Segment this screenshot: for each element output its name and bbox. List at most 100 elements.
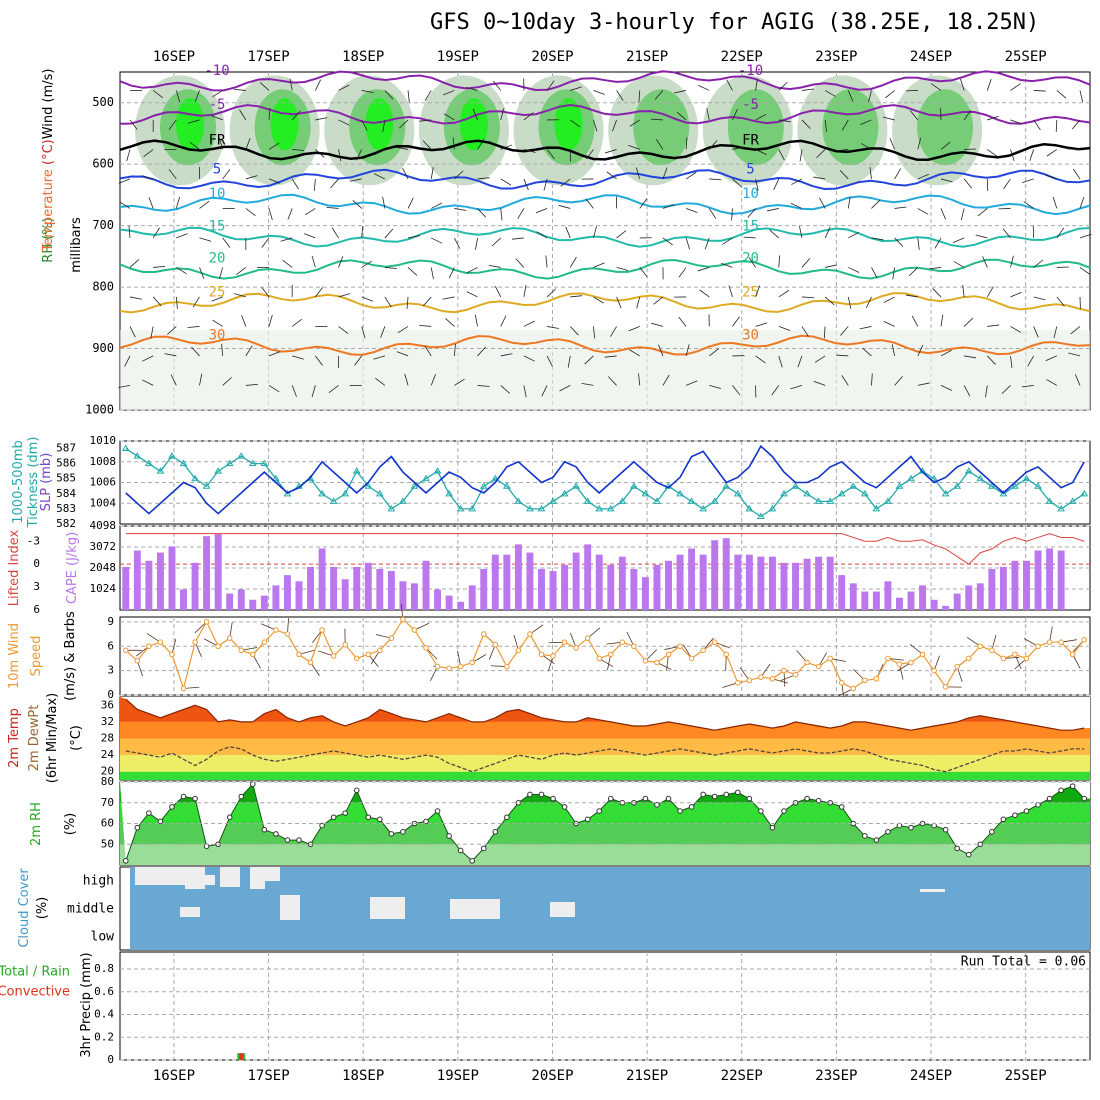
chart-title: GFS 0~10day 3-hourly for AGIG (38.25E, 1… (430, 10, 1040, 35)
wind-barb (676, 111, 687, 121)
ylabel-cape: CAPE (J/kg) (65, 532, 80, 604)
wind-barb (1010, 326, 1022, 333)
wind-barb (917, 137, 922, 150)
temp-tick-label: 28 (101, 732, 114, 745)
rh-marker (954, 845, 961, 852)
wind-barb (153, 265, 166, 268)
wind-barb (546, 355, 553, 367)
wind-barb (801, 88, 814, 91)
isotherm-label: FR (209, 133, 226, 149)
wind-barb (836, 149, 849, 152)
wind-barb (268, 142, 280, 150)
isotherm-label: -5 (742, 97, 759, 113)
wind-barb (523, 149, 536, 153)
rh-marker (885, 829, 891, 835)
wind-barb (862, 347, 872, 357)
wind-barb (824, 296, 835, 306)
cape-bar (491, 554, 499, 610)
slp-tick-label: 1004 (90, 496, 117, 509)
thickness-tick-label: 584 (56, 487, 76, 500)
wind-barb (709, 178, 722, 181)
rh-marker (469, 858, 476, 864)
ylabel-wind: 10m Wind (7, 623, 22, 689)
wind-speed-marker (423, 645, 429, 651)
wind-barb (1010, 149, 1015, 161)
isotherm-label: 10 (209, 186, 226, 202)
wind-barb (268, 385, 280, 393)
wind-speed-marker (342, 641, 348, 648)
thickness-marker (422, 474, 430, 482)
wind-barb (129, 296, 142, 300)
wind-barb (430, 374, 436, 386)
rh-marker (815, 797, 822, 804)
wind-speed-marker (977, 643, 984, 650)
wind-barb (424, 345, 432, 357)
cape-bar (653, 564, 661, 610)
pressure-tick-label: 1000 (85, 403, 114, 417)
isotherm-label: 5 (746, 162, 754, 178)
isotherm--10 (119, 70, 1091, 92)
wind-speed-marker (885, 655, 891, 662)
wind-speed-marker (480, 631, 487, 637)
rh-marker (504, 814, 510, 821)
wind-barb (650, 118, 663, 121)
rh-marker (942, 826, 949, 833)
wind-speed-marker (908, 659, 914, 666)
date-label-top: 21SEP (626, 49, 668, 65)
isotherm-label: 20 (742, 251, 759, 267)
thickness-marker (791, 482, 800, 489)
wind-speed-marker (284, 631, 291, 637)
wind-barb (142, 379, 154, 386)
rh-marker (330, 814, 337, 821)
ylabel-rh-units: (%) (63, 813, 78, 836)
wind-barb (871, 199, 881, 209)
wind-barb (1033, 259, 1044, 268)
wind-speed-marker (1058, 639, 1064, 645)
cape-bar (249, 599, 257, 610)
wind-barb (402, 168, 409, 180)
wind-barb (932, 288, 942, 298)
wind-barb (536, 231, 548, 239)
wind-barb (1002, 228, 1011, 239)
wind-barb (847, 296, 852, 309)
wind-speed-marker (573, 645, 579, 651)
wind-speed-marker (850, 685, 857, 692)
wind-barb (1010, 255, 1014, 268)
wind-barb (472, 108, 478, 121)
wind-barb (790, 385, 803, 390)
wind-barb (894, 206, 907, 209)
wind-barb (474, 314, 478, 327)
wind-barb (697, 267, 710, 272)
wind-barb (419, 119, 432, 122)
wind-barb (268, 107, 271, 120)
wind-barb (952, 237, 965, 243)
wind-barb (313, 178, 316, 191)
wind-barb (361, 326, 366, 339)
wind-barb (847, 196, 851, 209)
wind-barb (500, 178, 512, 186)
wind-barb (176, 233, 188, 239)
thickness-marker (976, 474, 985, 482)
cloud-clear-patch (200, 875, 215, 885)
temp-tick-label: 24 (101, 748, 115, 761)
rh-marker (238, 793, 245, 800)
wind-barb (816, 149, 826, 159)
rh-band (120, 844, 1090, 865)
date-label-top: 18SEP (342, 49, 384, 65)
wind-barb (604, 149, 617, 154)
thickness-marker (272, 474, 280, 482)
isotherm-label: 20 (209, 251, 226, 267)
isotherm-30 (119, 334, 1091, 356)
wind-barb (755, 178, 759, 191)
wind-barb (384, 228, 394, 239)
isotherm-label: FR (742, 133, 759, 149)
li-line (125, 533, 1085, 565)
wind-barb (570, 295, 583, 298)
rh-tick-label: 60 (101, 817, 114, 830)
wind-barb (1022, 178, 1034, 184)
ylabel-dewpt: 2m DewPt (27, 705, 42, 772)
wind-speed-marker (931, 667, 937, 674)
wind-barb (338, 149, 342, 162)
wind-barb (868, 90, 872, 103)
cape-bar (307, 566, 314, 610)
